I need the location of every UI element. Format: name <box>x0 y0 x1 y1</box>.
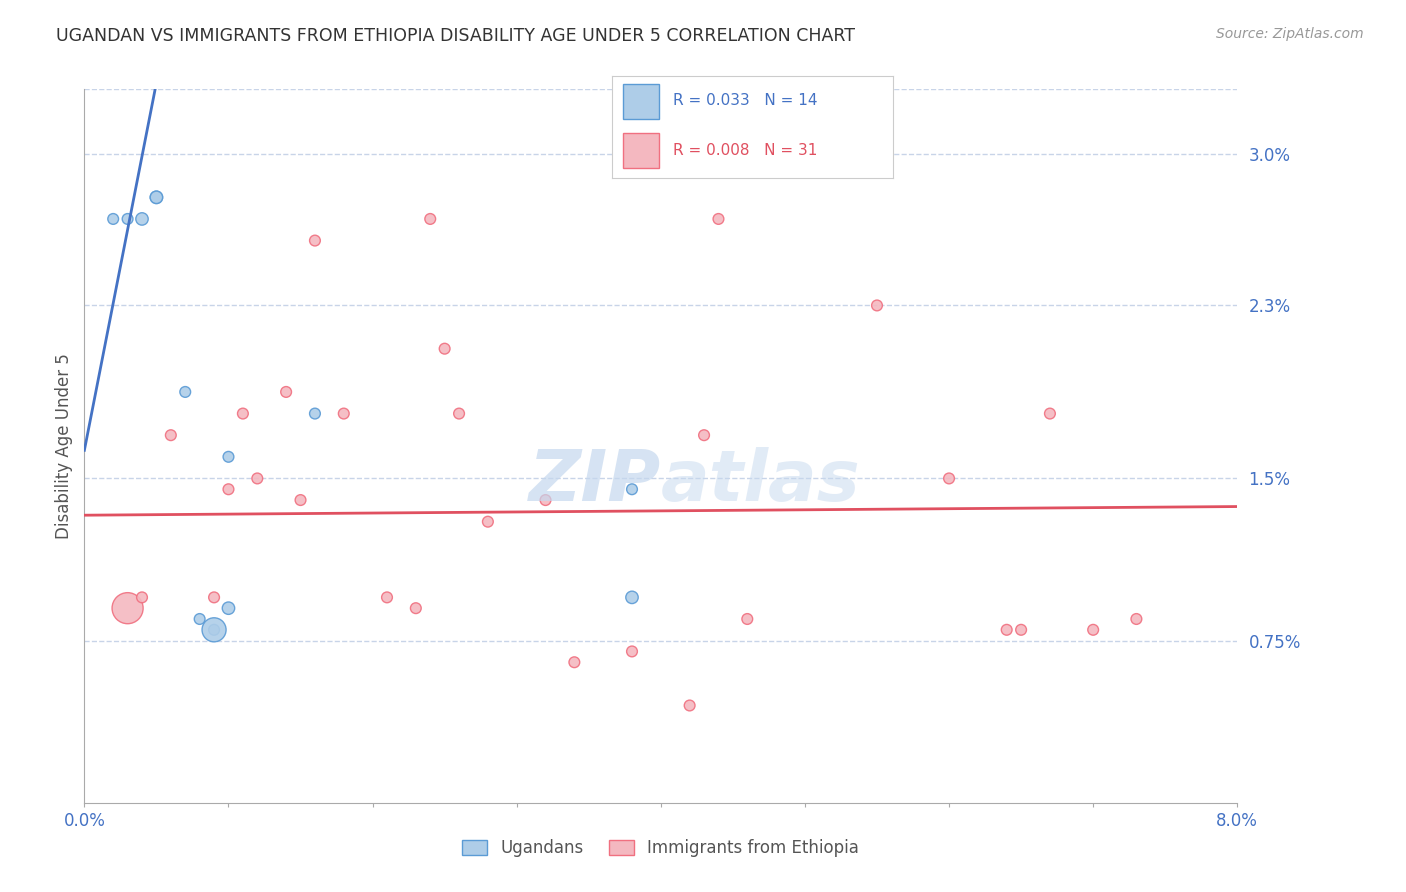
Point <box>174 384 197 399</box>
Point <box>1039 407 1062 421</box>
Point <box>534 493 557 508</box>
Text: UGANDAN VS IMMIGRANTS FROM ETHIOPIA DISABILITY AGE UNDER 5 CORRELATION CHART: UGANDAN VS IMMIGRANTS FROM ETHIOPIA DISA… <box>56 27 855 45</box>
Legend: Ugandans, Immigrants from Ethiopia: Ugandans, Immigrants from Ethiopia <box>454 831 868 866</box>
Text: atlas: atlas <box>661 447 860 516</box>
Point <box>218 601 240 615</box>
Text: ZIP: ZIP <box>529 447 661 516</box>
Point <box>938 471 960 485</box>
Point <box>290 493 312 508</box>
FancyBboxPatch shape <box>623 84 659 119</box>
Text: Source: ZipAtlas.com: Source: ZipAtlas.com <box>1216 27 1364 41</box>
Point <box>693 428 716 442</box>
Point <box>433 342 456 356</box>
Point <box>145 190 167 204</box>
Text: R = 0.033   N = 14: R = 0.033 N = 14 <box>673 93 818 108</box>
Point <box>449 407 471 421</box>
Point <box>1125 612 1147 626</box>
Point <box>131 211 153 226</box>
Point <box>188 612 211 626</box>
Point <box>202 623 225 637</box>
Point <box>737 612 759 626</box>
Point <box>621 591 644 605</box>
Point <box>477 515 499 529</box>
Point <box>419 211 441 226</box>
Point <box>564 655 586 669</box>
Point <box>333 407 356 421</box>
Point <box>117 211 139 226</box>
Point <box>232 407 254 421</box>
Point <box>1083 623 1105 637</box>
Point <box>621 644 644 658</box>
Point <box>246 471 269 485</box>
Y-axis label: Disability Age Under 5: Disability Age Under 5 <box>55 353 73 539</box>
Point <box>621 482 644 496</box>
Point <box>202 623 225 637</box>
Point <box>679 698 702 713</box>
Point <box>160 428 183 442</box>
Point <box>131 591 153 605</box>
Point <box>117 601 139 615</box>
FancyBboxPatch shape <box>623 133 659 168</box>
Point <box>995 623 1018 637</box>
Text: R = 0.008   N = 31: R = 0.008 N = 31 <box>673 144 818 158</box>
Point <box>103 211 124 226</box>
Point <box>405 601 427 615</box>
Point <box>1010 623 1032 637</box>
Point <box>218 482 240 496</box>
Point <box>304 234 326 248</box>
Point <box>866 298 889 312</box>
Point <box>145 190 167 204</box>
Point <box>276 384 298 399</box>
Point <box>218 450 240 464</box>
Point <box>202 591 225 605</box>
Point <box>375 591 398 605</box>
Point <box>304 407 326 421</box>
Point <box>707 211 730 226</box>
